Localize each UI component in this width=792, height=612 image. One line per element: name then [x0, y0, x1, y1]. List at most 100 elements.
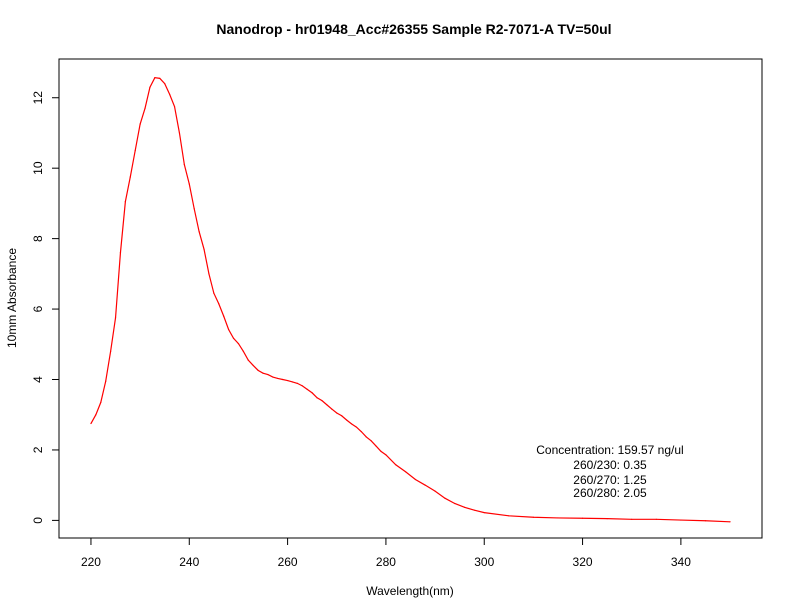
x-tick-label: 320: [573, 555, 593, 569]
data-point: [463, 506, 466, 508]
chart-title: Nanodrop - hr01948_Acc#26355 Sample R2-7…: [216, 21, 611, 37]
data-point: [257, 369, 259, 371]
data-point: [105, 380, 107, 382]
data-point: [282, 378, 284, 381]
annotation-ratio-260-270: 260/270: 1.25: [573, 473, 647, 487]
annotation-concentration: Concentration: 159.57 ng/ul: [536, 443, 683, 457]
data-point: [149, 86, 151, 88]
data-point: [110, 350, 112, 352]
data-point: [134, 149, 136, 152]
x-tick-label: 300: [474, 555, 494, 569]
data-point: [321, 400, 323, 402]
data-point: [213, 292, 215, 294]
data-point: [228, 328, 230, 331]
data-point: [355, 426, 358, 428]
annotation-box: Concentration: 159.57 ng/ul 260/230: 0.3…: [536, 443, 683, 500]
data-point: [139, 123, 141, 125]
data-point: [729, 521, 731, 523]
y-axis: 0 2 4 6 8 10 12: [31, 91, 60, 524]
data-point: [119, 252, 122, 254]
data-point: [434, 490, 436, 492]
data-point: [124, 201, 126, 203]
annotation-ratio-260-230: 260/230: 0.35: [573, 458, 647, 472]
x-tick-label: 240: [179, 555, 199, 569]
x-tick-label: 340: [671, 555, 691, 569]
data-point: [173, 105, 176, 108]
data-point: [331, 408, 333, 410]
data-point: [680, 519, 682, 521]
data-point: [272, 376, 274, 378]
y-tick-label: 10: [31, 161, 45, 175]
data-point: [395, 464, 397, 466]
data-point: [252, 364, 254, 367]
data-point: [606, 518, 608, 520]
data-point: [360, 431, 362, 433]
data-point: [316, 397, 318, 399]
data-point: [90, 422, 92, 425]
data-point: [267, 373, 269, 376]
data-point: [508, 515, 510, 517]
data-point: [164, 83, 166, 85]
data-point: [655, 518, 657, 520]
data-point: [311, 392, 313, 394]
data-point: [326, 404, 328, 406]
data-point: [183, 164, 185, 166]
data-point: [218, 303, 220, 305]
data-point: [444, 497, 446, 499]
data-point: [341, 415, 343, 417]
y-axis-label: 10mm Absorbance: [5, 248, 19, 348]
data-point: [95, 414, 97, 416]
data-point: [159, 77, 161, 79]
data-point: [193, 208, 195, 210]
data-point: [223, 315, 225, 317]
data-point: [237, 342, 240, 345]
data-point: [203, 248, 205, 250]
y-tick-label: 6: [31, 305, 45, 312]
data-point: [336, 412, 338, 414]
data-point: [454, 502, 456, 505]
data-point: [242, 350, 244, 352]
data-point: [365, 436, 367, 438]
data-point: [287, 379, 289, 382]
data-point: [306, 388, 308, 390]
data-point: [581, 517, 584, 519]
data-point: [345, 419, 348, 421]
series-points: [90, 77, 731, 523]
y-tick-label: 4: [31, 376, 45, 383]
y-tick-label: 2: [31, 446, 45, 453]
data-point: [414, 478, 417, 481]
data-point: [277, 377, 279, 380]
x-tick-label: 260: [278, 555, 298, 569]
data-point: [301, 385, 303, 387]
data-point: [100, 401, 102, 403]
y-tick-label: 8: [31, 235, 45, 242]
data-point: [188, 183, 190, 185]
plot-frame: [58, 58, 763, 539]
data-point: [129, 176, 131, 178]
data-point: [385, 454, 387, 456]
data-point: [483, 512, 485, 514]
data-point: [532, 516, 535, 518]
y-tick-label: 12: [31, 91, 45, 105]
annotation-ratio-260-280: 260/280: 2.05: [573, 486, 647, 500]
y-tick-label: 0: [31, 517, 45, 524]
data-point: [375, 445, 377, 447]
data-point: [380, 450, 382, 452]
data-point: [557, 517, 559, 519]
data-point: [247, 359, 249, 361]
data-point: [424, 484, 426, 486]
data-point: [169, 93, 171, 95]
data-point: [262, 372, 264, 374]
data-point: [291, 381, 294, 383]
data-point: [114, 317, 117, 319]
data-point: [473, 509, 476, 511]
data-point: [198, 230, 200, 233]
x-tick-label: 220: [81, 555, 101, 569]
data-point: [631, 518, 633, 520]
data-point: [178, 132, 181, 134]
data-point: [350, 423, 353, 425]
data-point: [404, 471, 407, 473]
data-point: [296, 382, 299, 384]
